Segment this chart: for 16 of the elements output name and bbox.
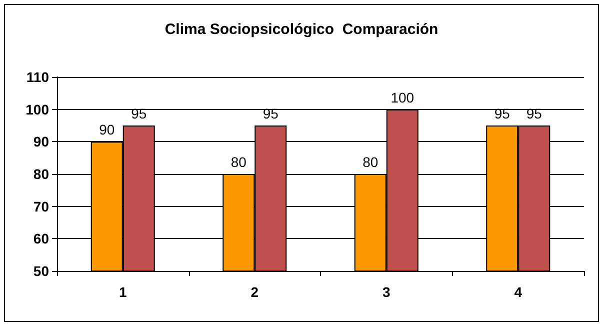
y-tick-label: 70 (33, 198, 50, 214)
y-tick-label: 80 (33, 166, 50, 182)
data-label: 90 (99, 122, 115, 138)
data-label: 80 (362, 154, 378, 170)
y-tick-label: 90 (33, 134, 50, 150)
data-label: 80 (230, 154, 247, 170)
y-tick-label: 50 (33, 263, 50, 279)
x-tick-label: 3 (382, 284, 390, 300)
x-tick-label: 4 (514, 284, 522, 300)
y-tick-label: 60 (33, 230, 50, 247)
y-tick-label: 100 (26, 101, 50, 118)
data-label: 100 (390, 89, 414, 106)
chart-title: Clima Sociopsicológico Comparación (164, 21, 438, 38)
x-tick-label: 2 (250, 284, 259, 300)
x-tick-label: 1 (118, 284, 127, 300)
y-tick-label: 110 (26, 69, 50, 85)
